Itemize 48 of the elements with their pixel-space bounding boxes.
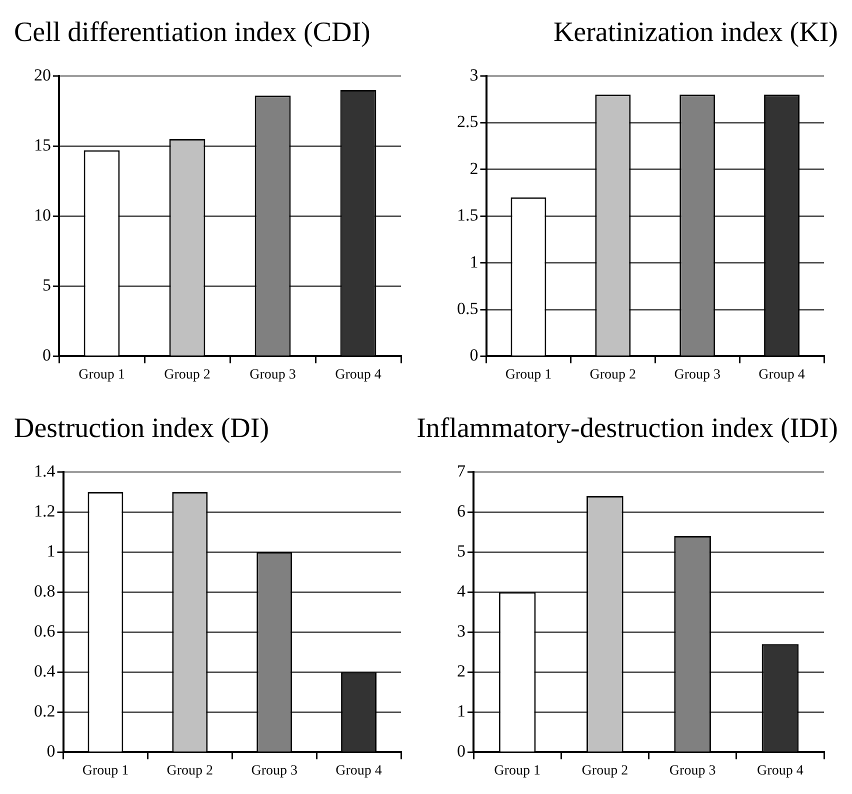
y-tick-label: 5	[457, 542, 466, 561]
y-tick-label: 10	[34, 206, 51, 225]
y-tick-label: 1	[46, 542, 56, 561]
y-tick-label: 0	[42, 346, 51, 365]
y-tick-label: 0.8	[34, 582, 56, 601]
y-tick-label: 5	[42, 276, 51, 295]
x-tick-label: Group 1	[82, 763, 129, 778]
x-tick-label: Group 3	[669, 763, 716, 778]
chart-title: Destruction index (DI)	[14, 412, 270, 446]
chart-title: Keratinization index (KI)	[553, 16, 838, 50]
x-tick-label: Group 1	[494, 763, 540, 778]
y-tick-label: 0.5	[457, 298, 478, 318]
y-tick-label: 0	[470, 346, 478, 365]
y-tick-label: 2	[457, 662, 466, 681]
y-tick-label: 6	[457, 501, 466, 520]
x-tick-label: Group 4	[758, 367, 805, 382]
y-tick-label: 0.2	[34, 702, 56, 721]
y-tick-label: 3	[457, 622, 466, 641]
x-tick-label: Group 4	[335, 367, 382, 382]
x-tick-label: Group 2	[590, 367, 636, 382]
chart-title: Cell differentiation index (CDI)	[14, 16, 370, 50]
y-tick-label: 0.4	[34, 662, 56, 681]
y-tick-label: 1.4	[34, 461, 56, 480]
y-tick-label: 2	[470, 158, 478, 178]
x-tick-label: Group 3	[250, 367, 296, 382]
x-tick-label: Group 1	[505, 367, 552, 382]
x-tick-label: Group 3	[251, 763, 298, 778]
y-tick-label: 0	[457, 742, 466, 761]
y-tick-label: 1	[470, 252, 478, 272]
x-tick-label: Group 3	[674, 367, 720, 382]
x-tick-label: Group 1	[78, 367, 125, 382]
y-tick-label: 15	[34, 136, 51, 155]
x-tick-label: Group 4	[336, 763, 382, 778]
y-tick-label: 0.6	[34, 622, 56, 641]
x-tick-label: Group 2	[164, 367, 210, 382]
y-tick-label: 7	[457, 461, 466, 480]
y-tick-label: 1.5	[457, 206, 478, 225]
y-tick-label: 1	[457, 702, 466, 721]
y-tick-label: 3	[470, 65, 478, 84]
y-tick-label: 1.2	[34, 501, 56, 520]
x-tick-label: Group 2	[582, 763, 628, 778]
x-tick-label: Group 4	[757, 763, 804, 778]
y-tick-label: 0	[46, 742, 56, 761]
y-tick-label: 20	[34, 65, 51, 84]
chart-title: Inflammatory-destruction index (IDI)	[416, 412, 838, 446]
y-tick-label: 2.5	[457, 112, 478, 132]
x-tick-label: Group 2	[166, 763, 214, 778]
y-tick-label: 4	[457, 582, 466, 601]
